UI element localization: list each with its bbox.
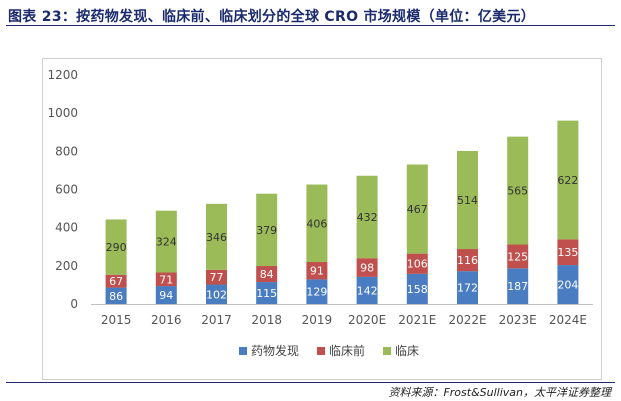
bar-segment bbox=[557, 239, 579, 266]
data-label: 379 bbox=[256, 224, 277, 237]
y-tick-label: 1000 bbox=[47, 106, 78, 120]
chart-title: 图表 23：按药物发现、临床前、临床划分的全球 CRO 市场规模（单位：亿美元） bbox=[8, 9, 536, 25]
bar-segment bbox=[406, 273, 428, 304]
x-tick-label: 2024E bbox=[549, 313, 587, 327]
data-label: 135 bbox=[557, 246, 578, 259]
legend-swatch bbox=[239, 347, 247, 355]
y-tick-label: 0 bbox=[70, 297, 78, 311]
data-label: 125 bbox=[507, 250, 528, 263]
data-label: 86 bbox=[109, 290, 123, 303]
x-tick-label: 2021E bbox=[398, 313, 436, 327]
data-label: 406 bbox=[306, 217, 327, 230]
chart-frame: 0 200 400 600 800 1000 1200 86 67 290 2015 94 71 324 2… bbox=[42, 58, 602, 380]
bar-segment bbox=[306, 279, 328, 304]
data-label: 204 bbox=[557, 279, 578, 292]
data-label: 290 bbox=[106, 241, 127, 254]
bar-segment bbox=[406, 253, 428, 274]
bar-segment bbox=[256, 266, 278, 283]
x-tick-label: 2015 bbox=[101, 313, 132, 327]
x-tick-label: 2023E bbox=[499, 313, 537, 327]
data-label: 115 bbox=[256, 287, 277, 300]
data-label: 77 bbox=[210, 271, 224, 284]
bar-segment bbox=[356, 258, 378, 277]
bar-segment bbox=[356, 175, 378, 259]
stacked-bar-chart: 0 200 400 600 800 1000 1200 86 67 290 2015 94 71 324 2… bbox=[47, 68, 593, 358]
footer-rule bbox=[6, 382, 615, 383]
bar-segment bbox=[155, 286, 177, 304]
bar-segment bbox=[256, 193, 278, 267]
legend-label: 药物发现 bbox=[251, 343, 299, 358]
bar-segment bbox=[206, 203, 227, 270]
data-label: 622 bbox=[557, 174, 578, 187]
data-label: 187 bbox=[507, 280, 528, 293]
bar-segment bbox=[507, 268, 529, 304]
source-note: 资料来源：Frost&Sullivan，太平洋证券整理 bbox=[388, 386, 611, 399]
bar-segment bbox=[306, 262, 328, 280]
data-label: 102 bbox=[206, 288, 227, 301]
data-label: 129 bbox=[306, 286, 327, 299]
data-label: 158 bbox=[407, 283, 428, 296]
bar-segment bbox=[557, 120, 579, 240]
data-label: 84 bbox=[260, 268, 274, 281]
bar-segment bbox=[306, 184, 328, 263]
x-tick-label: 2022E bbox=[448, 313, 486, 327]
x-tick-label: 2017 bbox=[201, 313, 232, 327]
data-label: 67 bbox=[109, 275, 123, 288]
x-tick-label: 2018 bbox=[251, 313, 282, 327]
y-tick-label: 600 bbox=[55, 183, 78, 197]
data-label: 116 bbox=[457, 254, 478, 267]
bar-segment bbox=[105, 287, 127, 304]
data-label: 514 bbox=[457, 194, 478, 207]
data-label: 467 bbox=[407, 203, 428, 216]
bar-segment bbox=[105, 274, 127, 288]
legend-swatch bbox=[383, 347, 391, 355]
data-label: 142 bbox=[357, 284, 378, 297]
title-rule bbox=[6, 25, 615, 26]
y-tick-label: 200 bbox=[55, 259, 78, 273]
bar-segment bbox=[105, 219, 127, 275]
x-tick-label: 2016 bbox=[151, 313, 182, 327]
data-label: 91 bbox=[310, 265, 324, 278]
data-label: 346 bbox=[206, 231, 227, 244]
bar-segment bbox=[457, 271, 478, 304]
x-tick-label: 2019 bbox=[302, 313, 333, 327]
data-label: 94 bbox=[159, 289, 173, 302]
data-label: 172 bbox=[457, 282, 478, 295]
bar-segment bbox=[356, 276, 378, 304]
y-tick-label: 800 bbox=[55, 144, 78, 158]
x-tick-label: 2020E bbox=[348, 313, 386, 327]
bar-segment bbox=[155, 210, 177, 273]
data-label: 71 bbox=[159, 273, 173, 286]
bar-segment bbox=[256, 282, 278, 304]
legend-label: 临床 bbox=[395, 344, 419, 358]
y-tick-label: 1200 bbox=[47, 68, 78, 82]
y-tick-label: 400 bbox=[55, 221, 78, 235]
bar-segment bbox=[206, 269, 227, 285]
bar-segment bbox=[457, 249, 478, 272]
bar-segment bbox=[155, 272, 177, 287]
bar-segment bbox=[507, 244, 529, 269]
data-label: 432 bbox=[357, 211, 378, 224]
data-label: 324 bbox=[156, 236, 177, 249]
bar-segment bbox=[557, 265, 579, 304]
bar-segment bbox=[457, 150, 478, 250]
legend-swatch bbox=[317, 347, 325, 355]
data-label: 106 bbox=[407, 258, 428, 271]
bar-segment bbox=[507, 136, 529, 245]
data-label: 98 bbox=[360, 262, 374, 275]
data-label: 565 bbox=[507, 185, 528, 198]
bar-segment bbox=[206, 284, 227, 304]
legend-label: 临床前 bbox=[329, 343, 365, 358]
bar-segment bbox=[406, 164, 428, 254]
